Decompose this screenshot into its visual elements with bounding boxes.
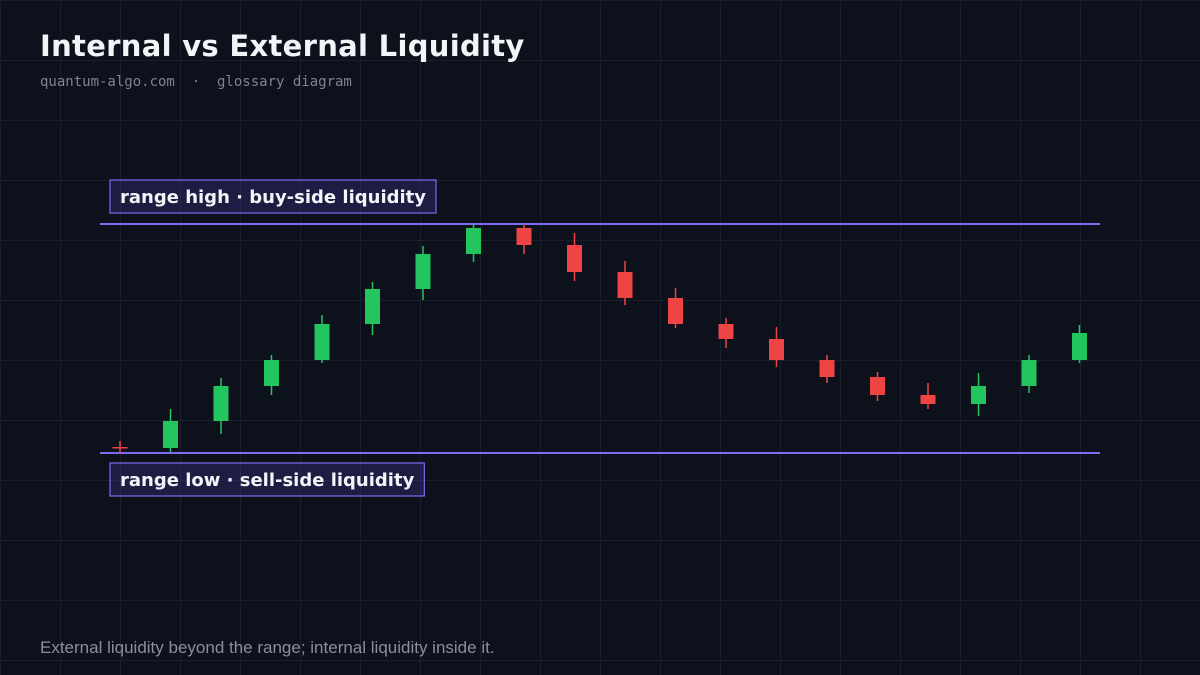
level-label: range low · sell-side liquidity bbox=[120, 470, 415, 491]
chart-title: Internal vs External Liquidity bbox=[40, 29, 525, 63]
candle-body bbox=[668, 298, 683, 324]
candle-body bbox=[567, 245, 582, 272]
candle-body bbox=[516, 228, 532, 245]
candle-body bbox=[870, 377, 885, 395]
level-label-box bbox=[109, 462, 425, 497]
candle-body bbox=[1072, 333, 1087, 360]
candle-body bbox=[466, 228, 481, 254]
candle-body bbox=[213, 386, 229, 421]
candle-body bbox=[264, 360, 279, 386]
candle-body bbox=[415, 254, 431, 289]
candle-body bbox=[365, 289, 380, 324]
candle-body bbox=[769, 339, 784, 360]
level-label: range high · buy-side liquidity bbox=[120, 187, 426, 208]
chart-subtitle: quantum-algo.com · glossary diagram bbox=[40, 74, 352, 90]
candle-body bbox=[314, 324, 330, 360]
candle-body bbox=[718, 324, 734, 339]
candle-body bbox=[163, 421, 178, 448]
candle-body bbox=[819, 360, 835, 377]
candle-body bbox=[112, 447, 128, 449]
candle-body bbox=[1021, 360, 1037, 386]
candle-body bbox=[617, 272, 633, 298]
level-label-box bbox=[109, 179, 437, 214]
caption: External liquidity beyond the range; int… bbox=[40, 638, 495, 657]
candle-body bbox=[920, 395, 936, 404]
candle-body bbox=[971, 386, 986, 404]
